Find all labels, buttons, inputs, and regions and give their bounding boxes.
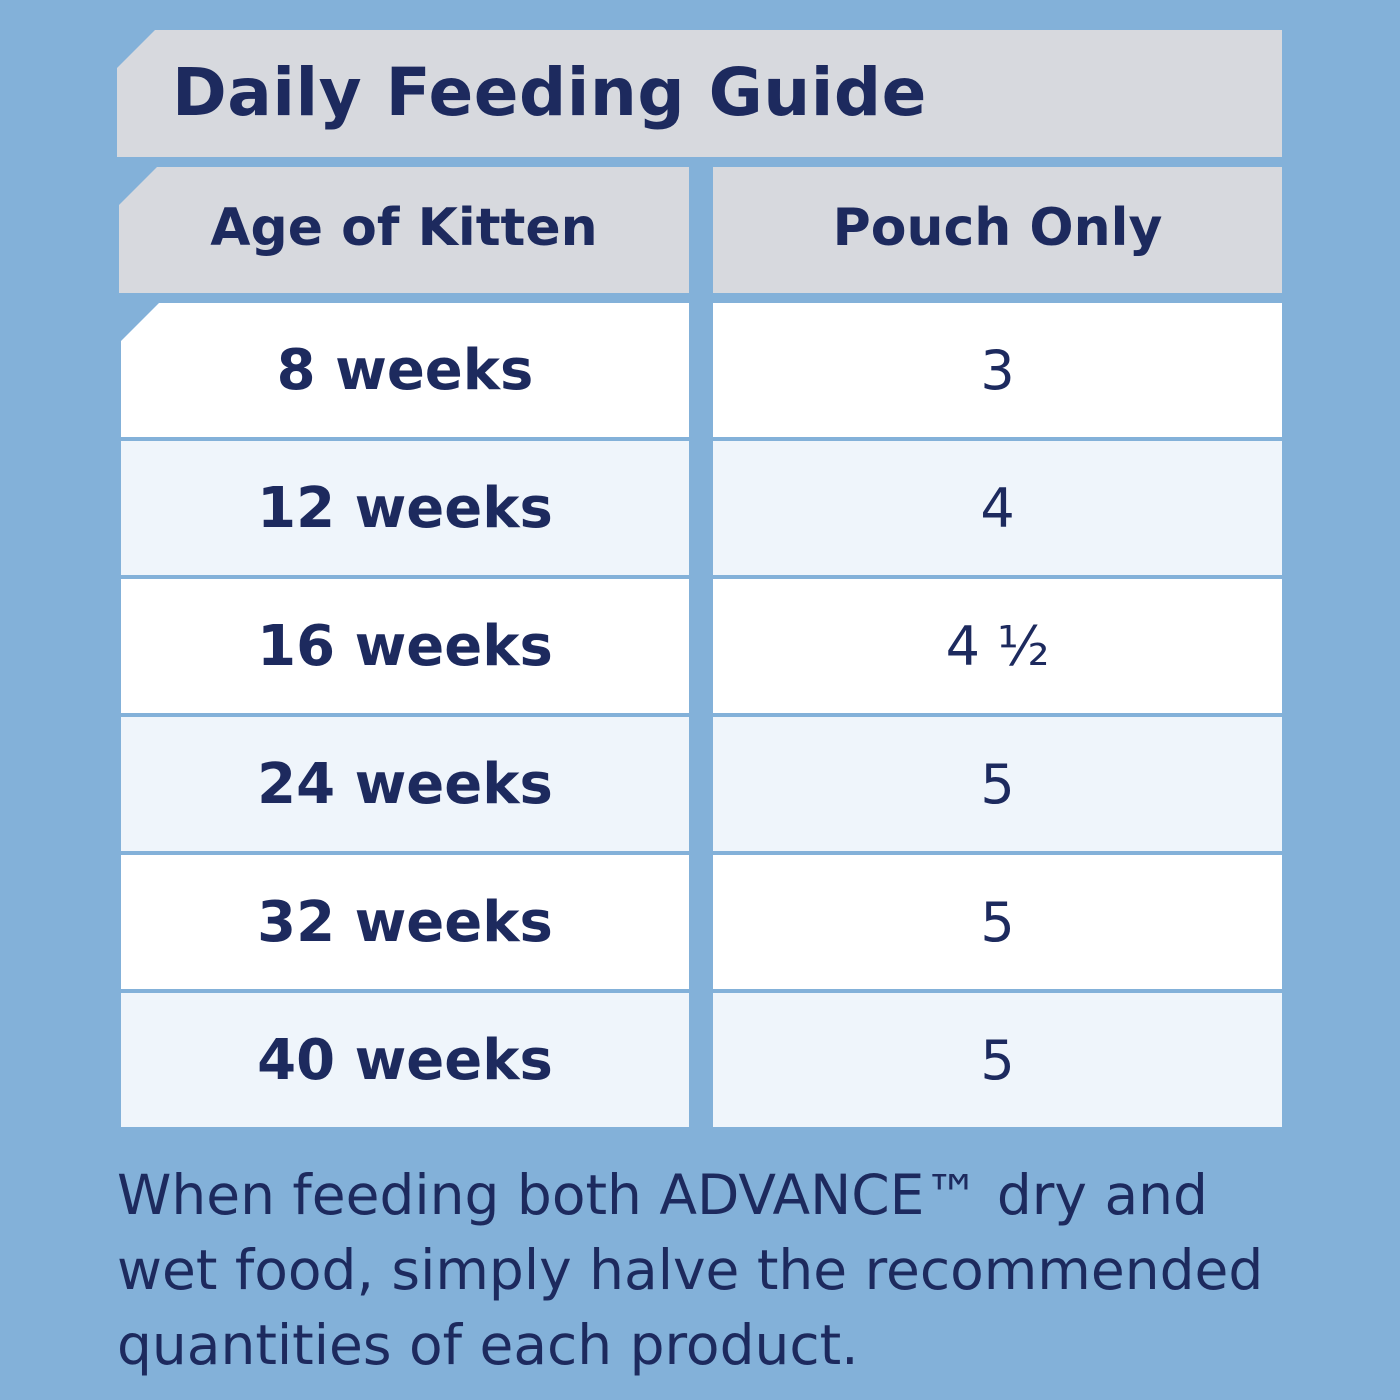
column-header-pouch: Pouch Only: [713, 167, 1282, 293]
table-cell-pouch: 5: [713, 855, 1282, 989]
column-header-age: Age of Kitten: [119, 167, 689, 293]
table-cell-pouch: 4: [713, 441, 1282, 575]
table-cell-age: 24 weeks: [121, 717, 689, 851]
table-cell-pouch: 3: [713, 303, 1282, 437]
table-cell-age: 40 weeks: [121, 993, 689, 1127]
table-cell-pouch: 5: [713, 993, 1282, 1127]
table-cell-age: 8 weeks: [121, 303, 689, 437]
table-cell-age: 16 weeks: [121, 579, 689, 713]
page-title: Daily Feeding Guide: [172, 54, 927, 131]
table-cell-pouch: 4 ½: [713, 579, 1282, 713]
footnote: When feeding both ADVANCE™ dry and wet f…: [117, 1163, 1264, 1377]
table-cell-age: 32 weeks: [121, 855, 689, 989]
title-bar: Daily Feeding Guide: [117, 30, 1282, 157]
table-cell-pouch: 5: [713, 717, 1282, 851]
table-cell-age: 12 weeks: [121, 441, 689, 575]
